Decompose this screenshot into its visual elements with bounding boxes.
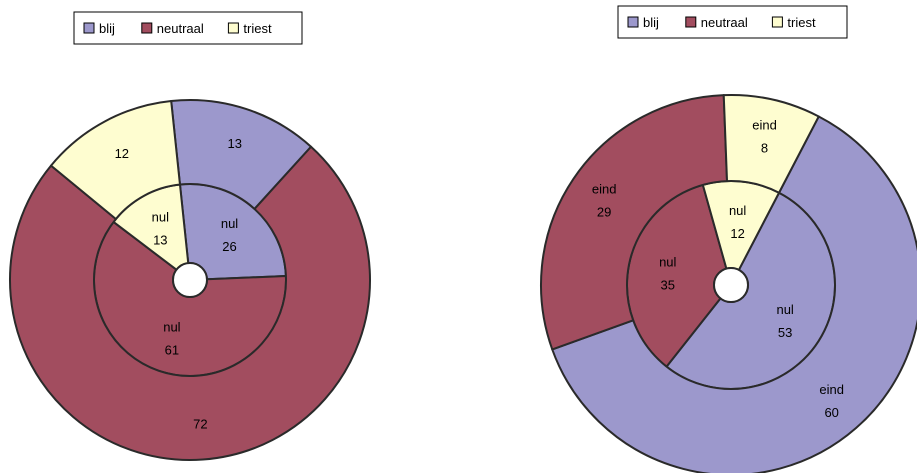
legend-label-neutraal: neutraal [701,15,748,30]
outer-label-blij-series: eind [819,382,844,397]
outer-label-blij-value: 13 [228,136,242,151]
legend-label-triest: triest [243,21,272,36]
legend: blij neutraal triest [617,5,848,39]
inner-label-blij-series: nul [221,216,238,231]
donut-chart-right: blij neutraal triest nul 53 nul 35 nul 12 eind 60 e… [540,5,917,473]
legend-label-blij: blij [643,15,659,30]
data-labels: nul 26 nul 61 nul 13 13 72 12 [115,136,242,431]
outer-label-blij-value: 60 [824,405,838,420]
inner-label-blij-value: 26 [222,239,236,254]
legend-swatch-triest [227,22,239,34]
inner-label-neutraal-series: nul [163,320,180,335]
legend-box [617,5,848,39]
legend-swatch-neutraal [141,22,153,34]
inner-label-triest-value: 12 [730,226,744,241]
inner-label-blij-value: 53 [778,325,792,340]
donut-hole [713,267,749,303]
outer-label-neutraal-value: 29 [597,204,611,219]
outer-slice-triest [50,99,181,220]
outer-slice-triest [722,94,820,194]
inner-label-triest-series: nul [152,209,169,224]
legend-box [73,11,303,45]
donut-hole [172,262,208,298]
legend-label-blij: blij [99,21,115,36]
outer-label-neutraal-value: 72 [193,417,207,432]
inner-label-neutraal-value: 61 [165,343,179,358]
inner-label-triest-series: nul [729,203,746,218]
outer-label-triest-value: 12 [115,146,129,161]
legend-label-neutraal: neutraal [157,21,204,36]
outer-label-triest-value: 8 [761,141,768,156]
legend-swatch-triest [771,16,783,28]
inner-label-blij-series: nul [776,302,793,317]
outer-slice-blij [551,115,917,473]
legend: blij neutraal triest [73,11,303,45]
legend-swatch-blij [627,16,639,28]
data-labels: nul 53 nul 35 nul 12 eind 60 eind 29 eind 8 [592,118,844,420]
outer-label-triest-series: eind [752,118,777,133]
outer-label-neutraal-series: eind [592,181,617,196]
legend-swatch-neutraal [685,16,697,28]
legend-label-triest: triest [787,15,816,30]
inner-label-neutraal-series: nul [659,254,676,269]
inner-label-triest-value: 13 [153,232,167,247]
inner-label-neutraal-value: 35 [661,277,675,292]
legend-swatch-blij [83,22,95,34]
outer-slice-neutraal [9,145,371,461]
outer-slice-neutraal [540,94,729,351]
donut-chart-left: blij neutraal triest nul 26 nul 61 nul 13 13 72 12 [9,11,371,461]
